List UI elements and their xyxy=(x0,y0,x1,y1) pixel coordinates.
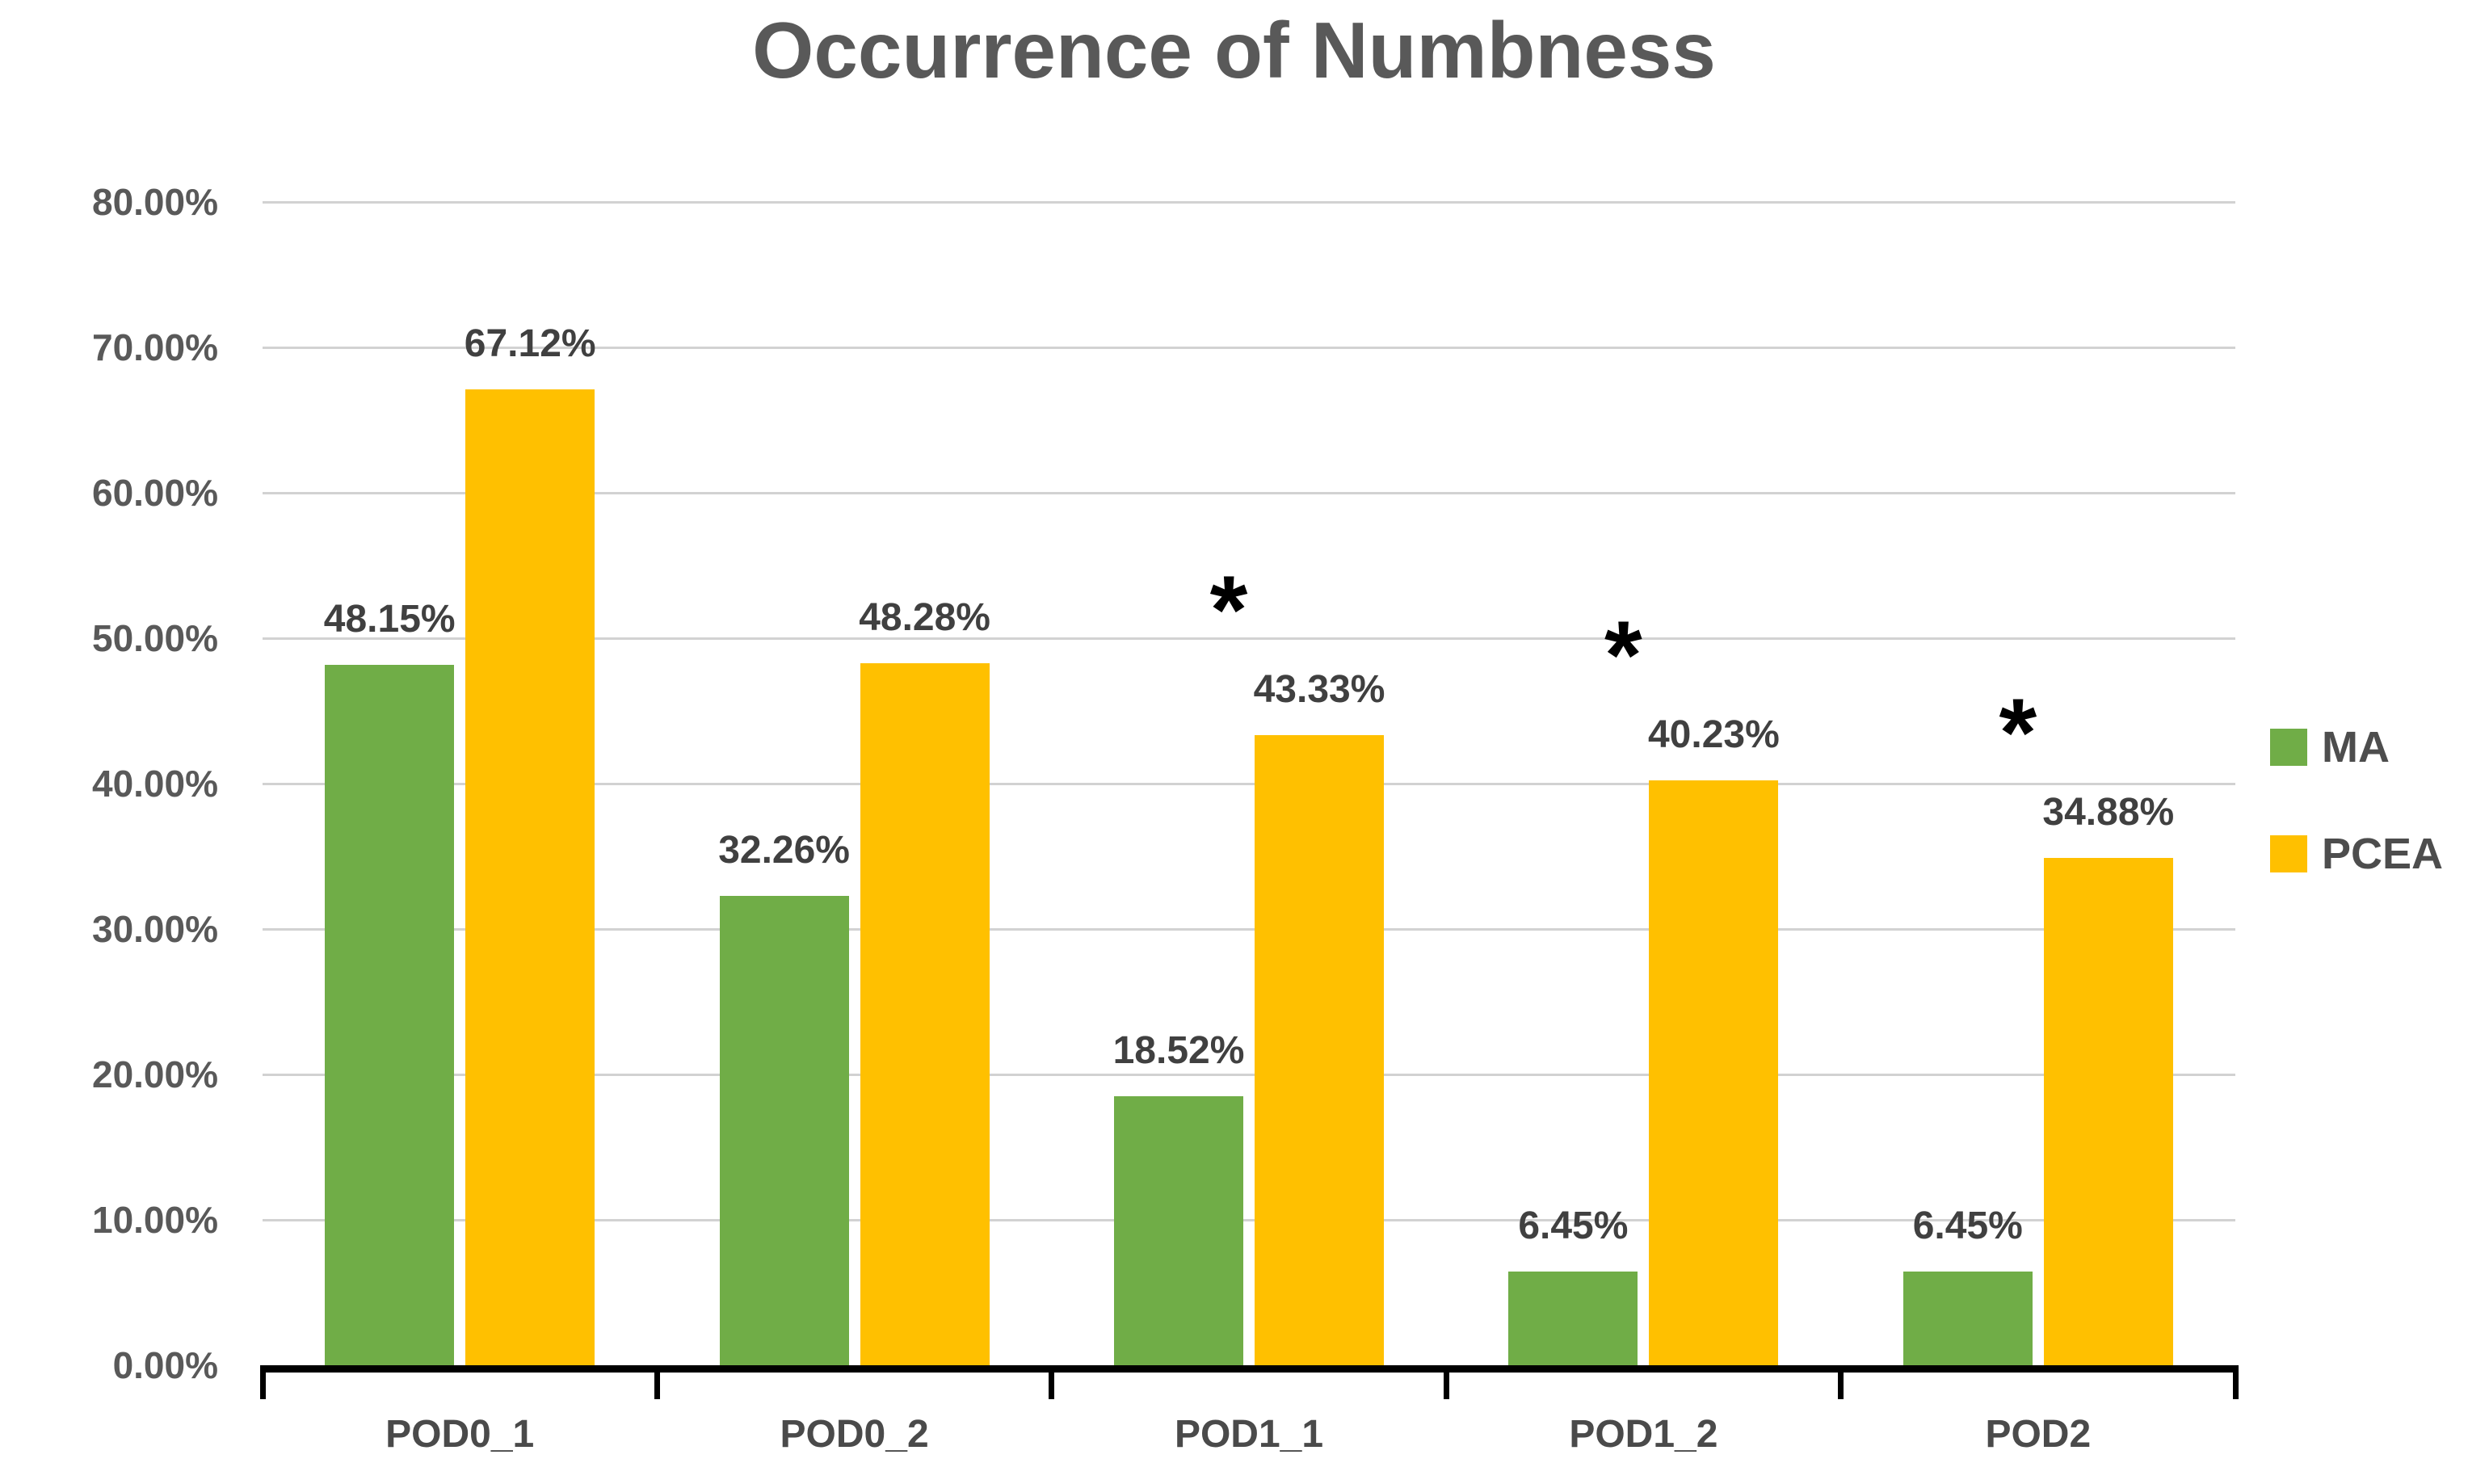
data-label-ma-pod1_2: 6.45% xyxy=(1518,1204,1629,1247)
y-axis-tick-label: 50.00% xyxy=(91,617,218,659)
significance-asterisk-pod1_2: * xyxy=(1604,600,1642,709)
y-gridline xyxy=(263,782,2235,785)
bar-ma-pod0_1 xyxy=(325,665,455,1365)
x-axis-tick xyxy=(1838,1365,1844,1399)
bar-ma-pod1_2 xyxy=(1508,1271,1638,1365)
y-axis-tick-label: 30.00% xyxy=(91,908,218,950)
y-gridline xyxy=(263,1073,2235,1076)
x-axis-line xyxy=(263,1365,2235,1373)
data-label-ma-pod0_1: 48.15% xyxy=(323,598,456,641)
y-axis-tick-label: 0.00% xyxy=(112,1344,218,1386)
y-gridline xyxy=(263,200,2235,204)
x-axis-tick xyxy=(2232,1365,2239,1399)
data-label-pcea-pod1_2: 40.23% xyxy=(1647,713,1780,756)
bar-pcea-pod0_2 xyxy=(860,662,990,1365)
legend-swatch-ma xyxy=(2270,729,2307,766)
x-axis-tick xyxy=(1049,1365,1055,1399)
bar-pcea-pod2 xyxy=(2043,858,2173,1365)
bar-ma-pod2 xyxy=(1903,1271,2033,1365)
y-gridline xyxy=(263,927,2235,931)
y-axis-tick-label: 80.00% xyxy=(91,181,218,223)
y-axis-tick-label: 70.00% xyxy=(91,326,218,368)
bar-ma-pod1_1 xyxy=(1114,1095,1243,1365)
bar-pcea-pod1_2 xyxy=(1649,780,1779,1365)
y-gridline xyxy=(263,346,2235,349)
y-axis-tick-label: 10.00% xyxy=(91,1199,218,1241)
significance-asterisk-pod1_1: * xyxy=(1209,556,1248,665)
legend-item-ma: MA xyxy=(2270,723,2390,771)
x-category-label-pod2: POD2 xyxy=(1985,1413,2092,1456)
bar-pcea-pod0_1 xyxy=(465,389,595,1365)
x-category-label-pod0_2: POD0_2 xyxy=(780,1413,929,1456)
x-category-label-pod1_2: POD1_2 xyxy=(1569,1413,1718,1456)
data-label-ma-pod0_2: 32.26% xyxy=(718,829,850,872)
x-axis-tick xyxy=(654,1365,660,1399)
data-label-pcea-pod2: 34.88% xyxy=(2042,791,2175,834)
y-gridline xyxy=(263,1218,2235,1221)
bar-pcea-pod1_1 xyxy=(1255,735,1384,1365)
y-gridline xyxy=(263,491,2235,494)
data-label-pcea-pod0_1: 67.12% xyxy=(464,322,596,365)
y-axis-tick-label: 40.00% xyxy=(91,763,218,805)
y-gridline xyxy=(263,637,2235,640)
x-category-label-pod1_1: POD1_1 xyxy=(1174,1413,1324,1456)
x-axis-tick xyxy=(1443,1365,1449,1399)
bar-ma-pod0_2 xyxy=(719,896,849,1365)
legend-label-ma: MA xyxy=(2322,723,2390,771)
data-label-pcea-pod1_1: 43.33% xyxy=(1253,668,1385,712)
legend-label-pcea: PCEA xyxy=(2322,830,2444,878)
legend-swatch-pcea xyxy=(2270,835,2307,872)
legend-item-pcea: PCEA xyxy=(2270,830,2443,878)
x-axis-tick xyxy=(259,1365,266,1399)
chart-title: Occurrence of Numbness xyxy=(752,6,1716,95)
data-label-ma-pod2: 6.45% xyxy=(1912,1204,2023,1247)
significance-asterisk-pod2: * xyxy=(1999,679,2037,788)
y-axis-tick-label: 20.00% xyxy=(91,1053,218,1095)
data-label-pcea-pod0_2: 48.28% xyxy=(859,595,990,639)
data-label-ma-pod1_1: 18.52% xyxy=(1112,1028,1245,1072)
y-axis-tick-label: 60.00% xyxy=(91,472,218,514)
x-category-label-pod0_1: POD0_1 xyxy=(385,1413,535,1456)
